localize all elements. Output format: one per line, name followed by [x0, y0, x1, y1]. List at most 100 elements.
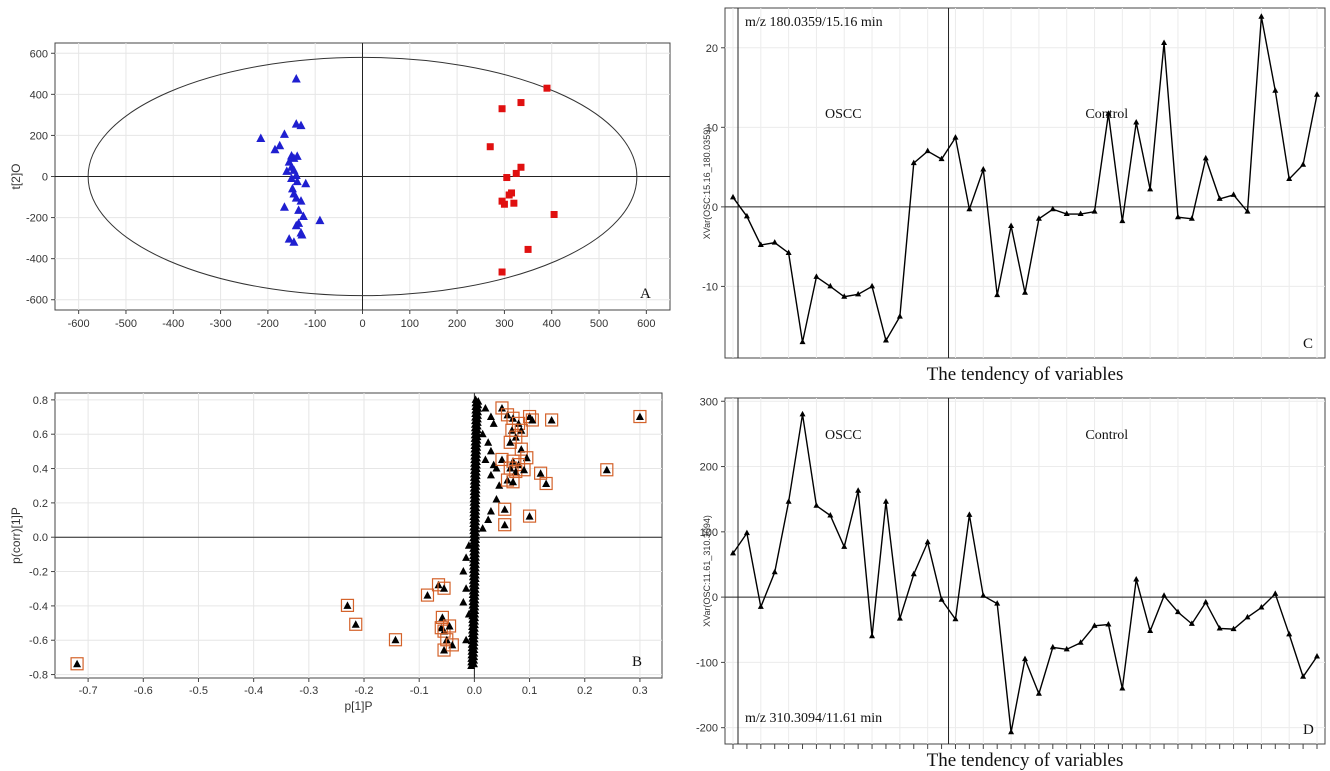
scatter-point-blue [292, 176, 302, 186]
tick-label-x-a: -600 [68, 318, 90, 330]
series-point-c [1202, 154, 1209, 161]
series-point-d [1286, 630, 1293, 637]
boxed-point-b [602, 465, 611, 474]
series-point-c [743, 212, 750, 219]
boxed-point-b [497, 403, 506, 412]
annotation-d: m/z 310.3094/11.61 min [745, 711, 882, 726]
y-axis-label-a: t[2]O [9, 163, 23, 189]
scatter-point-red [498, 105, 506, 113]
series-point-d [882, 498, 889, 504]
boxed-point-b [528, 415, 537, 424]
highlight-box-b [349, 617, 363, 631]
highlight-box-b [633, 409, 647, 424]
panel-label-a: A [640, 286, 651, 302]
scatter-point-b [484, 438, 493, 446]
series-point-c [896, 313, 903, 319]
scatter-point-blue [315, 215, 325, 225]
series-point-c [924, 147, 931, 154]
series-point-c [994, 291, 1001, 298]
series-point-d [1272, 590, 1279, 596]
tick-label-x-b: -0.6 [134, 685, 153, 697]
series-point-d [1300, 673, 1307, 679]
scatter-point-blue [289, 237, 299, 246]
tick-label-x-b: -0.1 [410, 685, 429, 697]
scatter-point-blue [279, 129, 289, 138]
series-point-c [952, 134, 959, 140]
series-point-d [1188, 620, 1195, 626]
tick-label-y-d: 200 [700, 462, 718, 474]
tick-label-y-a: -600 [26, 295, 48, 307]
boxed-point-b [514, 419, 523, 427]
series-point-d [1161, 592, 1168, 598]
scatter-point-red [524, 245, 532, 253]
tick-label-x-a: 600 [637, 318, 655, 330]
scatter-point-red [486, 143, 494, 151]
series-point-c [1091, 208, 1098, 214]
series-point-d [1216, 624, 1223, 631]
scatter-point-blue [287, 183, 297, 193]
x-axis-title-c: The tendency of variables [927, 364, 1124, 385]
series-point-c [1161, 39, 1168, 45]
scatter-point-b [492, 464, 501, 472]
scatter-point-red [498, 268, 506, 276]
scatter-point-blue [297, 230, 307, 239]
highlight-box-b [525, 413, 539, 427]
scatter-point-blue [270, 144, 280, 154]
dense-point-b [471, 395, 480, 403]
series-point-c [1147, 185, 1154, 192]
plot-frame-d [724, 397, 1326, 745]
highlight-box-b [495, 452, 509, 467]
series-point-c [855, 290, 862, 297]
highlight-box-b [522, 509, 537, 523]
tick-label-y-b: 0.2 [33, 498, 48, 510]
boxed-point-b [438, 613, 447, 621]
tick-label-x-a: 100 [401, 318, 419, 330]
highlight-box-b [511, 416, 526, 431]
x-axis-title-d: The tendency of variables [927, 750, 1124, 771]
tick-label-y-a: 200 [30, 130, 48, 142]
series-point-d [1063, 645, 1070, 652]
scatter-point-red [517, 163, 525, 171]
scatter-point-blue [275, 140, 285, 150]
highlight-box-b [545, 413, 559, 427]
boxed-point-b [547, 415, 556, 424]
y-axis-label-d: XVar(OSC:11.61_310.3094) [702, 515, 712, 627]
scatter-point-b [462, 584, 471, 592]
series-point-c [966, 205, 973, 212]
scatter-point-red [550, 210, 558, 218]
scatter-point-blue [296, 120, 306, 130]
highlight-box-b [340, 598, 355, 612]
highlight-box-b [435, 610, 449, 625]
boxed-point-b [520, 465, 529, 474]
boxed-point-b [351, 620, 360, 628]
annotation-c: m/z 180.0359/15.16 min [745, 15, 883, 30]
scatter-point-b [459, 597, 468, 606]
series-point-d [1091, 622, 1098, 628]
series-point-d [910, 570, 917, 577]
series-point-c [1049, 205, 1056, 212]
boxed-point-b [497, 455, 506, 463]
series-point-d [952, 615, 959, 622]
tick-label-y-a: 600 [30, 48, 48, 60]
chart-panel-a: -600 -500 -400 -300 -200 -100 0 100 200 300 400 500… [9, 42, 671, 330]
series-point-d [1035, 690, 1042, 696]
scatter-point-b [462, 553, 471, 561]
series-point-d [813, 502, 820, 508]
series-point-c [1008, 222, 1015, 228]
series-point-c [1119, 217, 1126, 224]
scatter-point-b [481, 403, 490, 412]
series-point-c [1035, 215, 1042, 221]
highlight-box-b [437, 643, 451, 657]
series-point-c [910, 159, 917, 166]
series-point-c [813, 273, 820, 279]
panel-label-d: D [1303, 722, 1314, 738]
tick-label-y-b: -0.6 [29, 635, 48, 647]
scatter-point-b [486, 446, 495, 455]
tick-label-x-b: 0.1 [522, 685, 537, 697]
series-point-d [1314, 653, 1320, 659]
tick-label-x-b: -0.4 [244, 685, 263, 697]
series-point-d [1174, 608, 1181, 615]
group-label-control-d: Control [1085, 428, 1128, 443]
boxed-point-b [445, 621, 454, 630]
series-point-d [1105, 621, 1112, 627]
